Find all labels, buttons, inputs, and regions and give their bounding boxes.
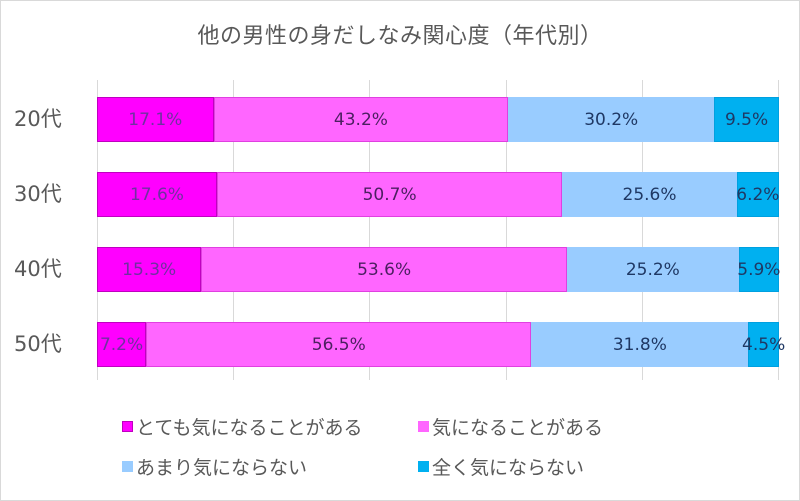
data-label: 30.2%	[584, 109, 639, 130]
segment-not-at-all: 4.5%	[742, 322, 785, 367]
bar-50s: 7.2% 56.5% 31.8% 4.5%	[97, 322, 785, 367]
data-label: 5.9%	[737, 259, 781, 280]
segment-concerned: 50.7%	[216, 172, 563, 217]
data-label: 6.2%	[736, 184, 780, 205]
legend-label: あまり気にならない	[136, 456, 308, 479]
plot-area: 17.1% 43.2% 30.2% 9.5% 17.6% 50.7% 25.6%…	[97, 80, 785, 380]
legend-swatch-icon	[122, 420, 133, 432]
segment-concerned: 43.2%	[213, 97, 509, 142]
segment-concerned: 56.5%	[146, 322, 532, 367]
legend-item-very-concerned: とても気になることがある	[122, 413, 362, 439]
gridline-100	[778, 80, 779, 380]
chart-title: 他の男性の身だしなみ関心度（年代別）	[197, 24, 603, 49]
data-label: 9.5%	[724, 109, 769, 130]
segment-concerned: 53.6%	[201, 247, 567, 292]
data-label: 15.3%	[122, 259, 177, 280]
segment-not-at-all: 9.5%	[714, 97, 779, 142]
segment-not-very: 30.2%	[508, 97, 715, 142]
legend-item-not-very: あまり気にならない	[122, 453, 307, 479]
segment-very-concerned: 17.1%	[97, 97, 214, 142]
gridline-80	[642, 80, 643, 380]
bar-30s: 17.6% 50.7% 25.6% 6.2%	[97, 172, 779, 217]
category-label-50s: 50代	[14, 332, 62, 356]
bar-20s: 17.1% 43.2% 30.2% 9.5%	[97, 97, 779, 142]
legend-item-concerned: 気になることがある	[418, 413, 603, 439]
data-label: 4.5%	[742, 334, 786, 355]
legend-swatch-icon	[122, 460, 133, 472]
data-label: 17.1%	[128, 109, 183, 130]
data-label: 17.6%	[129, 184, 184, 205]
data-label: 25.6%	[622, 184, 677, 205]
segment-not-very: 25.2%	[566, 247, 739, 292]
legend-label: とても気になることがある	[136, 416, 363, 439]
data-label: 53.6%	[357, 259, 412, 280]
data-label: 43.2%	[333, 109, 388, 130]
legend-label: 全く気にならない	[432, 456, 585, 479]
data-label: 50.7%	[362, 184, 417, 205]
gridline-60	[506, 80, 507, 380]
segment-very-concerned: 15.3%	[97, 247, 202, 292]
segment-not-very: 31.8%	[531, 322, 749, 367]
legend-swatch-icon	[418, 460, 429, 472]
legend-swatch-icon	[418, 420, 429, 432]
data-label: 7.2%	[99, 334, 144, 355]
legend-label: 気になることがある	[432, 416, 604, 439]
segment-very-concerned: 7.2%	[97, 322, 147, 367]
gridline-0	[97, 80, 98, 380]
segment-not-at-all: 5.9%	[737, 247, 781, 292]
segment-not-at-all: 6.2%	[736, 172, 780, 217]
gridline-40	[369, 80, 370, 380]
category-label-40s: 40代	[14, 257, 62, 281]
legend-item-not-at-all: 全く気にならない	[418, 453, 584, 479]
data-label: 25.2%	[625, 259, 680, 280]
data-label: 56.5%	[311, 334, 366, 355]
data-label: 31.8%	[612, 334, 667, 355]
category-label-20s: 20代	[14, 107, 62, 131]
category-label-30s: 30代	[14, 182, 62, 206]
gridline-20	[233, 80, 234, 380]
segment-not-very: 25.6%	[562, 172, 737, 217]
bar-40s: 15.3% 53.6% 25.2% 5.9%	[97, 247, 781, 292]
segment-very-concerned: 17.6%	[97, 172, 217, 217]
